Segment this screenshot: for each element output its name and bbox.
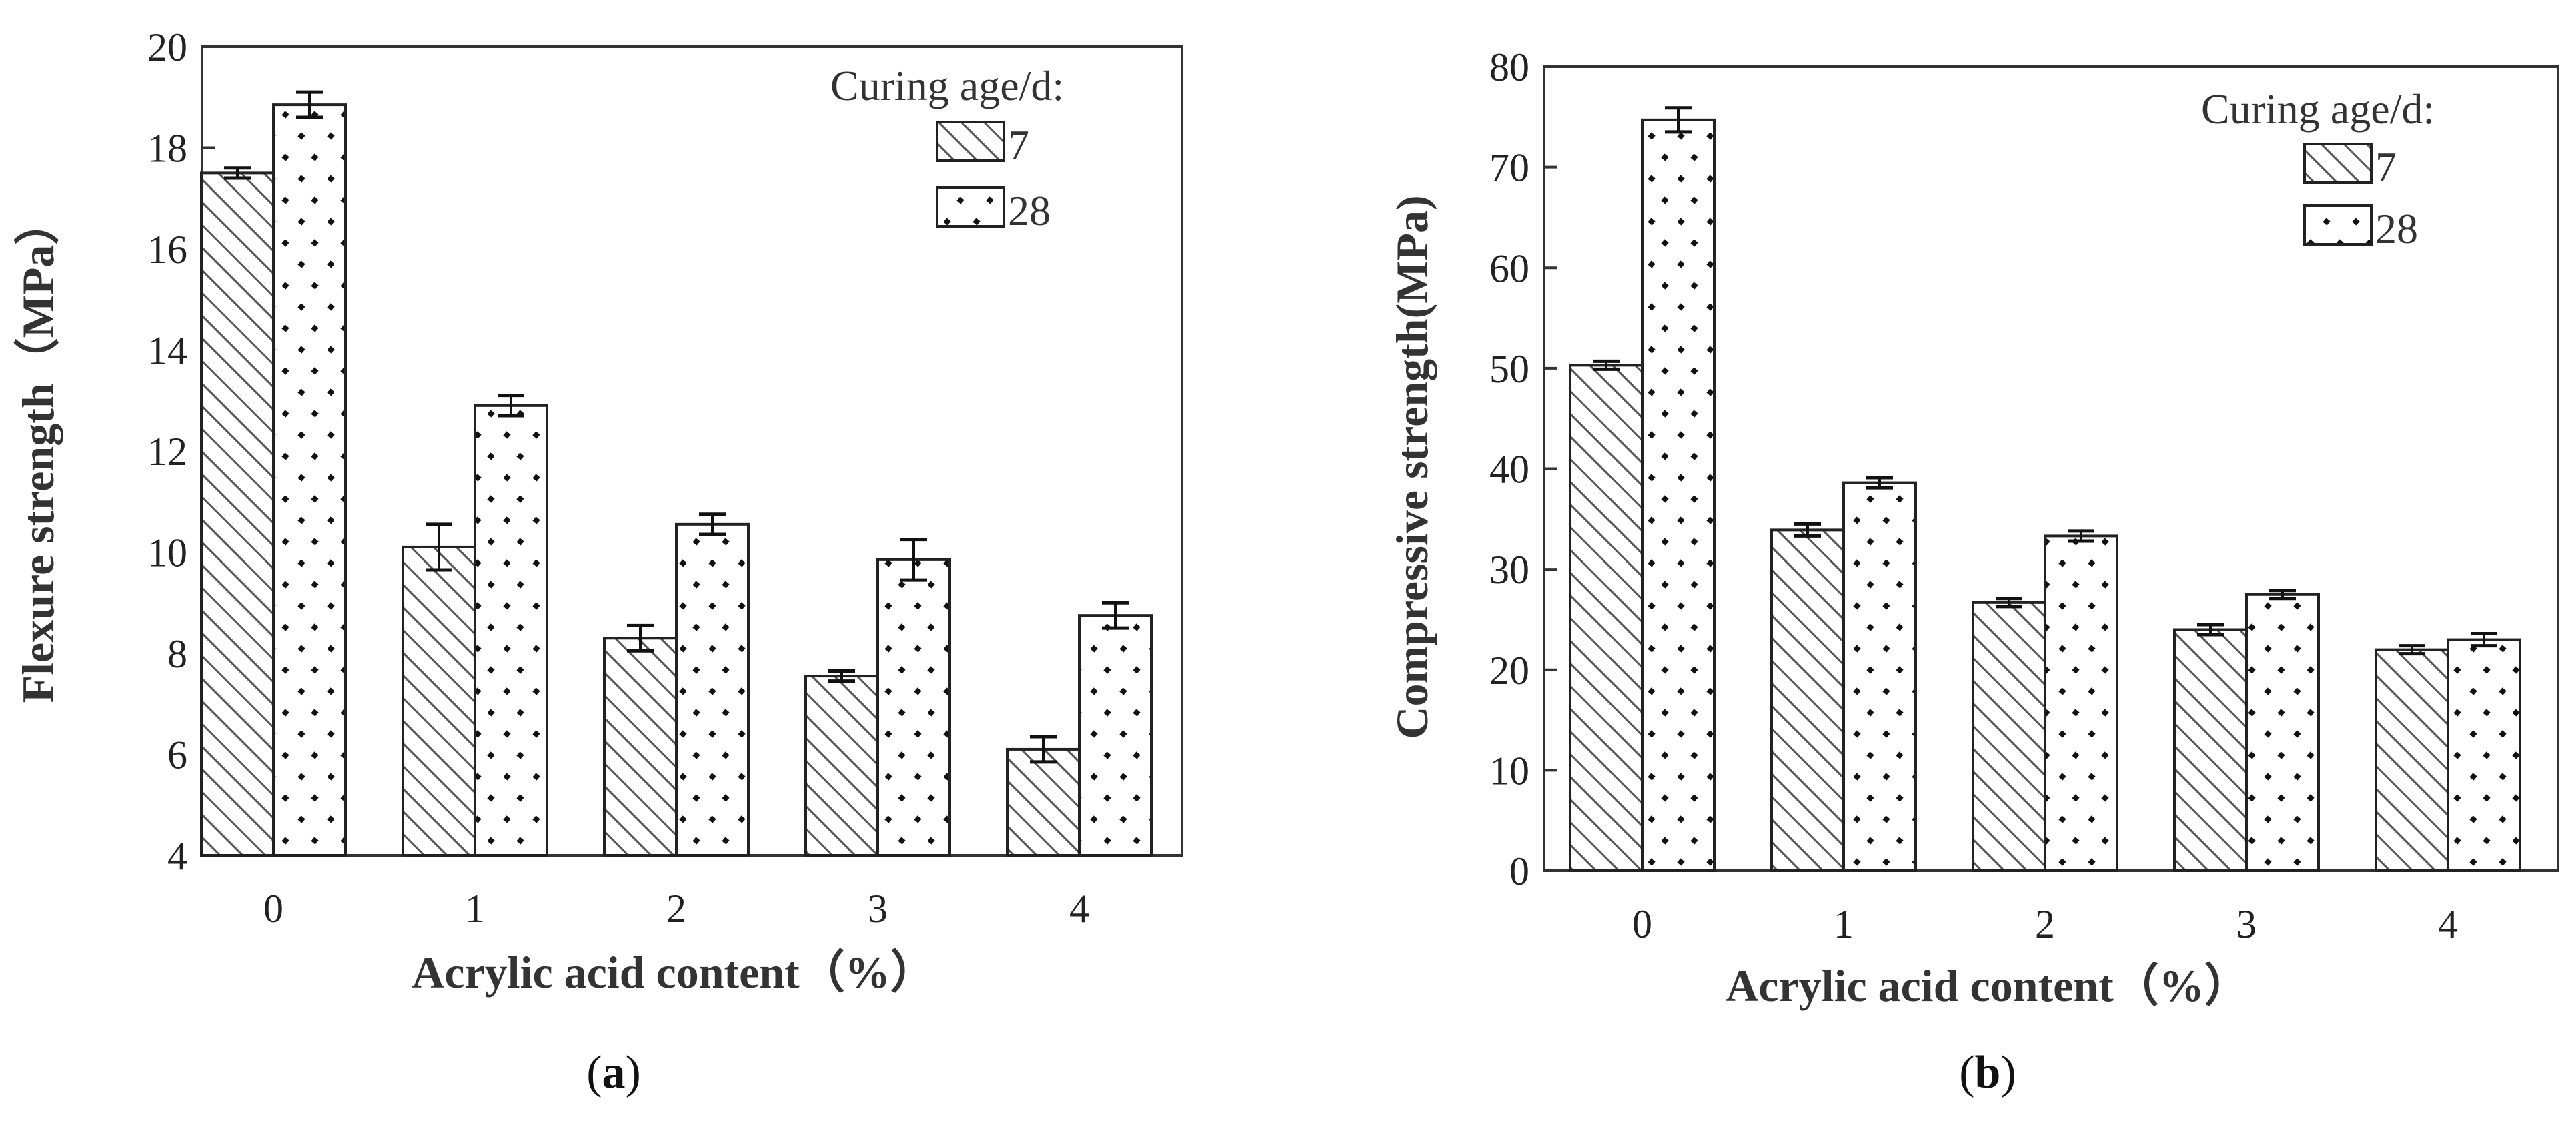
bar-28d-cat-1 bbox=[474, 404, 548, 857]
y-tick-label: 16 bbox=[147, 228, 187, 272]
x-tick-label: 4 bbox=[1069, 887, 1089, 931]
bar-7d-cat-2 bbox=[1972, 601, 2046, 872]
y-axis-title: Flexure strength（MPa） bbox=[13, 200, 63, 703]
caption-open: ( bbox=[1959, 1047, 1974, 1098]
x-tick-label: 2 bbox=[2035, 902, 2055, 946]
y-tick-label: 60 bbox=[1489, 246, 1529, 290]
x-axis-title: Acrylic acid content（%） bbox=[412, 947, 936, 998]
y-tick-label: 14 bbox=[147, 329, 187, 373]
bar-28d-cat-3 bbox=[876, 558, 951, 857]
legend-label-7: 7 bbox=[2375, 143, 2397, 191]
legend-swatch-28 bbox=[936, 186, 1005, 228]
legend-label-28: 28 bbox=[1008, 187, 1051, 234]
y-tick-label: 10 bbox=[147, 531, 187, 575]
x-tick-label: 0 bbox=[263, 887, 283, 931]
x-axis-title: Acrylic acid content（%） bbox=[1726, 960, 2250, 1011]
x-tick-label: 0 bbox=[1632, 902, 1652, 946]
legend-swatch-7 bbox=[936, 121, 1005, 162]
bar-7d-cat-1 bbox=[1770, 528, 1845, 872]
x-tick-label: 3 bbox=[2236, 902, 2257, 946]
caption-letter: a bbox=[602, 1047, 626, 1098]
legend-title: Curing age/d: bbox=[2201, 85, 2435, 133]
y-tick-label: 12 bbox=[147, 430, 187, 474]
legend-swatch-28 bbox=[2303, 204, 2373, 246]
bar-28d-cat-4 bbox=[1078, 614, 1153, 857]
bar-7d-cat-4 bbox=[1006, 747, 1081, 857]
legend-label-7: 7 bbox=[1008, 121, 1029, 169]
bar-28d-cat-0 bbox=[1641, 118, 1716, 872]
y-axis-title: Compressive strength(MPa) bbox=[1387, 195, 1437, 739]
caption-close: ) bbox=[626, 1047, 641, 1098]
bar-7d-cat-1 bbox=[402, 545, 476, 857]
x-tick-label: 4 bbox=[2438, 902, 2458, 946]
y-tick-label: 80 bbox=[1489, 45, 1529, 89]
y-tick-label: 18 bbox=[147, 127, 187, 171]
bar-28d-cat-2 bbox=[2044, 534, 2118, 872]
x-tick-label: 1 bbox=[1834, 902, 1854, 946]
caption-open: ( bbox=[586, 1047, 602, 1098]
x-tick-label: 2 bbox=[666, 887, 686, 931]
legend-swatch-7 bbox=[2303, 143, 2373, 184]
caption-letter: b bbox=[1975, 1047, 2001, 1098]
x-tick-label: 1 bbox=[465, 887, 485, 931]
y-tick-label: 70 bbox=[1489, 146, 1529, 190]
bar-7d-cat-0 bbox=[200, 171, 275, 857]
bar-7d-cat-4 bbox=[2375, 648, 2449, 872]
bar-7d-cat-3 bbox=[804, 675, 879, 857]
y-tick-label: 20 bbox=[1489, 649, 1529, 693]
y-tick-label: 30 bbox=[1489, 548, 1529, 592]
y-tick-label: 0 bbox=[1509, 849, 1529, 893]
panel-b-compressive-chart: 0 10 20 30 40 50 60 70 80 0 1 2 3 4 Compressive streng… bbox=[1387, 45, 2559, 1098]
panel-caption: (a) bbox=[586, 1047, 641, 1098]
x-tick-label: 3 bbox=[868, 887, 888, 931]
bar-7d-cat-0 bbox=[1569, 364, 1644, 872]
legend-label-28: 28 bbox=[2375, 205, 2418, 252]
y-tick-label: 20 bbox=[147, 25, 187, 69]
y-tick-label: 40 bbox=[1489, 448, 1529, 492]
bar-7d-cat-2 bbox=[603, 637, 678, 857]
y-tick-label: 8 bbox=[167, 632, 187, 676]
panel-caption: (b) bbox=[1959, 1047, 2016, 1098]
bar-28d-cat-2 bbox=[675, 522, 750, 857]
bar-28d-cat-4 bbox=[2447, 638, 2521, 872]
y-tick-label: 6 bbox=[167, 733, 187, 777]
bar-7d-cat-3 bbox=[2173, 628, 2248, 872]
bar-28d-cat-1 bbox=[1842, 481, 1917, 872]
y-tick-label: 4 bbox=[167, 834, 187, 878]
caption-close: ) bbox=[2000, 1047, 2016, 1098]
legend-title: Curing age/d: bbox=[830, 62, 1064, 109]
bar-28d-cat-0 bbox=[272, 103, 347, 857]
y-tick-label: 10 bbox=[1489, 749, 1529, 793]
bar-28d-cat-3 bbox=[2245, 593, 2320, 872]
y-tick-label: 50 bbox=[1489, 347, 1529, 391]
